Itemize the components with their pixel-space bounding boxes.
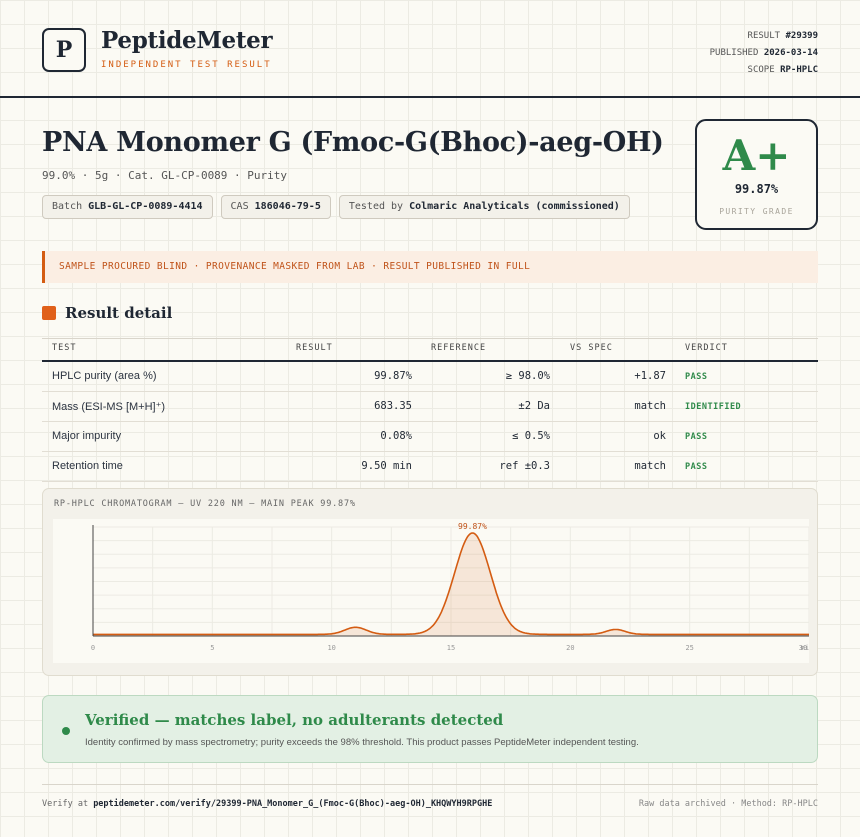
verified-dot-icon <box>62 727 70 735</box>
verdict-badge: PASS <box>685 432 708 442</box>
chromatogram-chart: 0 5 10 15 20 25 30min 99.87% <box>53 519 809 663</box>
section-header: Result detail <box>42 304 172 322</box>
product-subline: 99.0% · 5g · Cat. GL-CP-0089 · Purity <box>42 169 288 182</box>
product-title: PNA Monomer G (Fmoc-G(Bhoc)-aeg-OH) <box>42 127 664 158</box>
th-result: RESULT <box>296 343 333 353</box>
signal-line <box>93 532 809 636</box>
verdict-badge: PASS <box>685 372 708 382</box>
section-marker <box>42 306 56 320</box>
grade-letter: A+ <box>722 131 791 180</box>
purity-grade-card: A+ 99.87% PURITY GRADE <box>695 119 818 230</box>
report-meta: RESULT #29399 PUBLISHED 2026-03-14 SCOPE… <box>710 28 818 79</box>
th-vs-spec: VS SPEC <box>570 343 613 353</box>
table-row: Major impurity 0.08% ≤ 0.5% ok PASS <box>42 422 818 452</box>
verified-title: Verified — matches label, no adulterants… <box>85 711 504 729</box>
th-test: TEST <box>52 343 77 353</box>
grade-label: PURITY GRADE <box>719 207 794 216</box>
cell-result: 0.08% <box>380 430 412 442</box>
chromatogram-card: RP-HPLC CHROMATOGRAM — UV 220 NM — MAIN … <box>42 488 818 676</box>
plot-background <box>53 519 809 663</box>
cas-chip: CAS 186046-79-5 <box>220 195 331 219</box>
x-tick-label: 15 <box>447 644 455 652</box>
x-tick-label: 0 <box>91 644 95 652</box>
cell-reference: ≥ 98.0% <box>505 370 550 382</box>
cell-reference: ≤ 0.5% <box>512 430 550 442</box>
cell-vs-spec: +1.87 <box>634 370 666 382</box>
cell-reference: ref ±0.3 <box>499 460 550 472</box>
cell-reference: ±2 Da <box>518 400 550 412</box>
cell-test: HPLC purity (area %) <box>52 370 157 382</box>
table-row: HPLC purity (area %) 99.87% ≥ 98.0% +1.8… <box>42 362 818 392</box>
x-tick-label: 5 <box>210 644 214 652</box>
cell-test: Major impurity <box>52 430 122 442</box>
cell-result: 9.50 min <box>361 460 412 472</box>
x-unit-label: min <box>801 644 809 652</box>
cell-result: 683.35 <box>374 400 412 412</box>
chart-title: RP-HPLC CHROMATOGRAM — UV 220 NM — MAIN … <box>54 499 356 509</box>
verified-subtitle: Identity confirmed by mass spectrometry;… <box>85 737 639 748</box>
table-row: Retention time 9.50 min ref ±0.3 match P… <box>42 452 818 482</box>
table-row: Mass (ESI-MS [M+H]⁺) 683.35 ±2 Da match … <box>42 392 818 422</box>
grade-value: 99.87% <box>734 182 779 196</box>
cell-vs-spec: ok <box>653 430 666 442</box>
th-verdict: VERDICT <box>685 343 728 353</box>
brand-subtitle: INDEPENDENT TEST RESULT <box>101 60 272 70</box>
meta-result: RESULT #29399 <box>747 31 818 41</box>
verify-link[interactable]: peptidemeter.com/verify/29399-PNA_Monome… <box>93 799 493 809</box>
cell-test: Mass (ESI-MS [M+H]⁺) <box>52 401 166 413</box>
x-tick-label: 20 <box>566 644 574 652</box>
tested-by-chip: Tested by Colmaric Analyticals (commissi… <box>338 195 630 219</box>
verdict-badge: IDENTIFIED <box>685 402 742 412</box>
product-chips: Batch GLB-GL-CP-0089-4414 CAS 186046-79-… <box>42 195 630 219</box>
x-tick-label: 30 <box>799 644 807 652</box>
cell-test: Retention time <box>52 460 123 472</box>
cell-vs-spec: match <box>634 400 666 412</box>
verify-line: Verify at peptidemeter.com/verify/29399-… <box>42 799 493 809</box>
report-footer: Verify at peptidemeter.com/verify/29399-… <box>42 784 818 815</box>
verdict-badge: PASS <box>685 462 708 472</box>
cell-vs-spec: match <box>634 460 666 472</box>
verified-banner: Verified — matches label, no adulterants… <box>42 695 818 763</box>
section-title: Result detail <box>65 304 173 322</box>
footer-method: Raw data archived · Method: RP-HPLC <box>638 799 818 809</box>
report-header: P PeptideMeter INDEPENDENT TEST RESULT R… <box>0 0 860 98</box>
th-reference: REFERENCE <box>431 343 487 353</box>
peak-annotation: 99.87% <box>458 522 487 531</box>
procurement-notice: SAMPLE PROCURED BLIND · PROVENANCE MASKE… <box>42 251 818 283</box>
meta-published: PUBLISHED 2026-03-14 <box>709 48 818 58</box>
signal-area <box>93 533 809 636</box>
cell-result: 99.87% <box>374 370 412 382</box>
table-header: TEST RESULT REFERENCE VS SPEC VERDICT <box>42 338 818 362</box>
meta-scope: SCOPE RP-HPLC <box>747 65 818 75</box>
results-table: TEST RESULT REFERENCE VS SPEC VERDICT HP… <box>42 338 818 482</box>
batch-chip: Batch GLB-GL-CP-0089-4414 <box>42 195 213 219</box>
brand-logo: P <box>42 28 86 72</box>
brand-name: PeptideMeter <box>101 27 273 54</box>
x-tick-label: 25 <box>685 644 693 652</box>
x-tick-label: 10 <box>327 644 335 652</box>
